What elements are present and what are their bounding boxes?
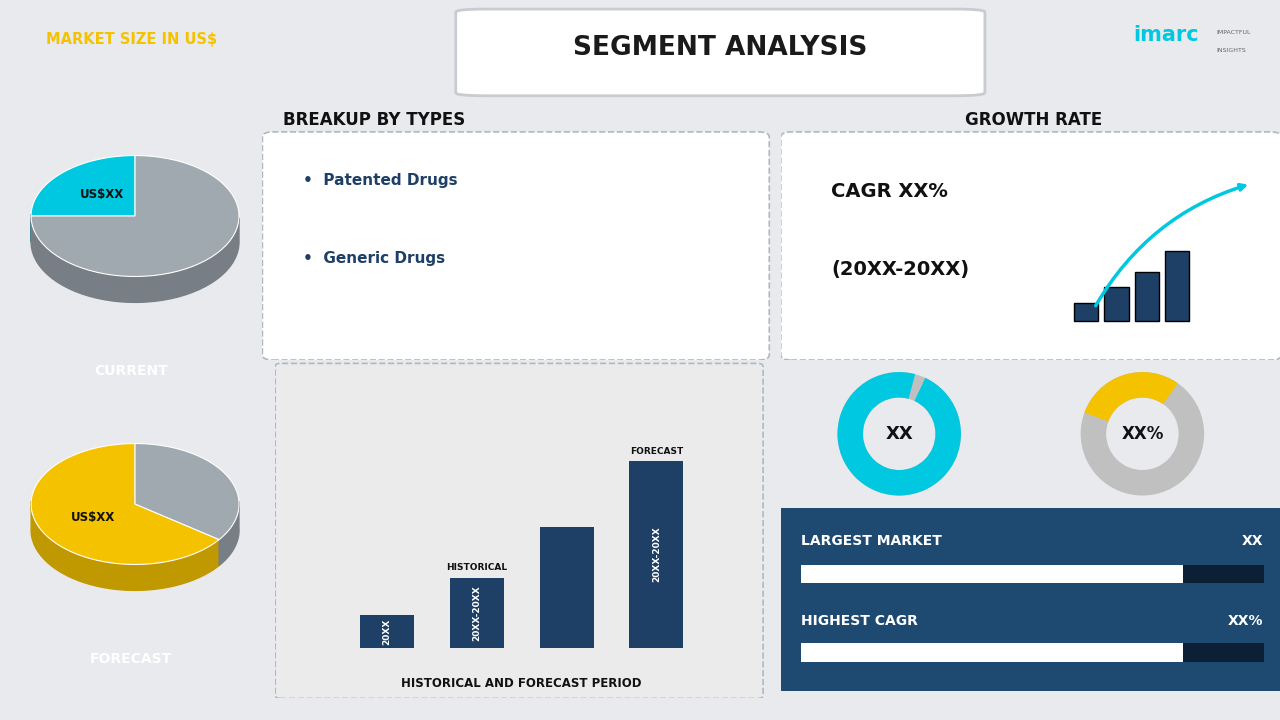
Text: XX%: XX% [1121, 425, 1164, 443]
FancyBboxPatch shape [1183, 564, 1263, 583]
Text: SEGMENT ANALYSIS: SEGMENT ANALYSIS [573, 35, 868, 61]
Text: (20XX-20XX): (20XX-20XX) [832, 260, 969, 279]
Text: HISTORICAL: HISTORICAL [447, 563, 507, 572]
Text: •  Patented Drugs: • Patented Drugs [303, 174, 458, 189]
FancyBboxPatch shape [262, 132, 769, 360]
FancyBboxPatch shape [801, 564, 1183, 583]
Text: CAGR XX%: CAGR XX% [832, 182, 948, 201]
Text: BREAKUP BY TYPES: BREAKUP BY TYPES [283, 111, 465, 129]
Text: imarc: imarc [1134, 25, 1199, 45]
Text: 20XX-20XX: 20XX-20XX [472, 585, 481, 641]
Text: MARKET SIZE IN US$: MARKET SIZE IN US$ [46, 32, 216, 47]
Text: XX%: XX% [1229, 614, 1263, 629]
FancyBboxPatch shape [275, 364, 763, 698]
FancyBboxPatch shape [801, 644, 1183, 662]
Polygon shape [31, 156, 239, 276]
FancyBboxPatch shape [781, 508, 1280, 691]
Text: FORECAST: FORECAST [90, 652, 173, 666]
FancyBboxPatch shape [1074, 303, 1098, 321]
Text: XX: XX [886, 425, 913, 443]
FancyBboxPatch shape [1165, 251, 1189, 321]
Text: CURRENT: CURRENT [95, 364, 168, 378]
Text: •  Generic Drugs: • Generic Drugs [303, 251, 445, 266]
Wedge shape [1084, 372, 1178, 421]
Text: US$XX: US$XX [79, 188, 124, 201]
Text: HIGHEST CAGR: HIGHEST CAGR [801, 614, 918, 629]
Polygon shape [136, 444, 239, 539]
Wedge shape [1080, 372, 1204, 495]
Bar [630, 461, 684, 648]
Wedge shape [837, 372, 961, 495]
Polygon shape [31, 501, 219, 590]
Text: US$XX: US$XX [72, 511, 115, 524]
Polygon shape [219, 501, 239, 565]
Text: HISTORICAL AND FORECAST PERIOD: HISTORICAL AND FORECAST PERIOD [402, 677, 641, 690]
Text: 20XX: 20XX [383, 618, 392, 644]
Polygon shape [31, 444, 219, 564]
Bar [449, 577, 503, 648]
Text: XX: XX [1242, 534, 1263, 548]
FancyBboxPatch shape [1183, 644, 1263, 662]
FancyBboxPatch shape [1105, 287, 1129, 321]
Polygon shape [31, 216, 239, 302]
Bar [540, 527, 594, 648]
Text: LARGEST MARKET: LARGEST MARKET [801, 534, 942, 548]
Text: FORECAST: FORECAST [630, 446, 684, 456]
FancyBboxPatch shape [1134, 272, 1158, 321]
Text: INSIGHTS: INSIGHTS [1216, 48, 1245, 53]
Text: GROWTH RATE: GROWTH RATE [965, 111, 1102, 129]
FancyBboxPatch shape [781, 132, 1280, 360]
Polygon shape [31, 156, 136, 216]
Wedge shape [837, 372, 961, 495]
FancyBboxPatch shape [456, 9, 984, 96]
Bar [360, 615, 413, 648]
Text: IMPACTFUL: IMPACTFUL [1216, 30, 1251, 35]
Text: 20XX-20XX: 20XX-20XX [652, 526, 660, 582]
